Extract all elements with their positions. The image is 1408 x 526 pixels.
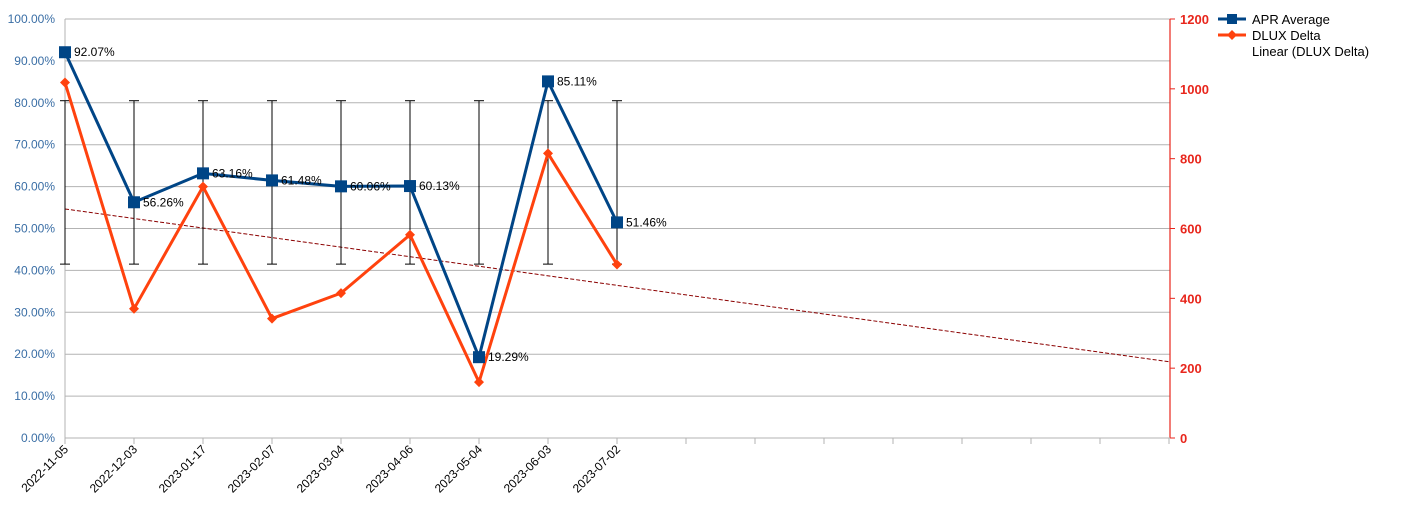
- apr-data-label: 85.11%: [557, 74, 597, 88]
- x-tick-label: 2023-05-04: [432, 442, 486, 496]
- y-right-tick-label: 1200: [1180, 12, 1209, 27]
- dlux-point: [129, 303, 139, 314]
- y-right-tick-label: 600: [1180, 222, 1202, 237]
- x-tick-label: 2023-03-04: [294, 442, 348, 496]
- series-markers: [59, 46, 623, 388]
- apr-point: [197, 167, 209, 180]
- y-left-tick-label: 20.00%: [14, 347, 55, 361]
- dlux-point: [474, 377, 484, 388]
- y-right-tick-label: 800: [1180, 152, 1202, 167]
- y-right-tick-label: 400: [1180, 291, 1202, 306]
- apr-data-label: 56.26%: [143, 195, 184, 209]
- x-tick-label: 2022-11-05: [18, 442, 71, 495]
- apr-point: [59, 46, 71, 59]
- x-tick-label: 2023-02-07: [225, 442, 279, 496]
- dlux-point: [267, 313, 277, 324]
- y-left-tick-label: 30.00%: [14, 305, 55, 319]
- x-tick-label: 2023-04-06: [363, 442, 417, 496]
- x-tick-label: 2023-07-02: [570, 442, 624, 496]
- x-tick-label: 2022-12-03: [87, 442, 141, 496]
- dlux-point: [612, 259, 622, 270]
- y-left-tick-label: 80.00%: [14, 96, 55, 110]
- y-left-tick-label: 60.00%: [14, 180, 55, 194]
- dlux-point: [60, 77, 70, 88]
- y-left-tick-label: 100.00%: [8, 12, 56, 26]
- apr-point: [266, 174, 278, 187]
- dlux-point: [543, 148, 553, 159]
- y-left-tick-label: 10.00%: [14, 389, 55, 403]
- apr-data-label: 63.16%: [212, 166, 253, 180]
- y-left-tick-label: 40.00%: [14, 263, 55, 277]
- legend-entry-dlux: DLUX Delta: [1218, 28, 1321, 43]
- apr-point: [404, 180, 416, 193]
- legend-entry-apr: APR Average: [1218, 12, 1330, 27]
- dlux-point: [405, 229, 415, 240]
- apr-point: [611, 216, 623, 229]
- y-left-tick-label: 70.00%: [14, 138, 55, 152]
- apr-point: [542, 75, 554, 88]
- y-left-tick-label: 90.00%: [14, 54, 55, 68]
- y-left-tick-label: 0.00%: [21, 431, 55, 445]
- legend-label-apr: APR Average: [1252, 12, 1330, 27]
- y-right-tick-label: 0: [1180, 431, 1187, 446]
- apr-data-label: 51.46%: [626, 215, 667, 229]
- apr-data-label: 92.07%: [74, 45, 115, 59]
- apr-point: [335, 180, 347, 193]
- x-tick-label: 2023-06-03: [501, 442, 555, 496]
- y-right-tick-label: 1000: [1180, 82, 1209, 97]
- dlux-point: [198, 181, 208, 192]
- apr-data-label: 19.29%: [488, 350, 529, 364]
- apr-data-label: 60.06%: [350, 179, 391, 193]
- legend-label-trend: Linear (DLUX Delta): [1252, 44, 1369, 59]
- legend-label-dlux: DLUX Delta: [1252, 28, 1321, 43]
- apr-data-label: 61.48%: [281, 173, 322, 187]
- axes: 0.00% 10.00% 20.00% 30.00% 40.00% 50.00% 60.00…: [8, 12, 1209, 496]
- y-left-tick-label: 50.00%: [14, 222, 55, 236]
- apr-point: [128, 196, 140, 209]
- data-labels: 92.07% 56.26% 63.16% 61.48% 60.06% 60.13% 19.2…: [74, 45, 667, 364]
- x-tick-label: 2023-01-17: [156, 442, 210, 496]
- y-right-tick-label: 200: [1180, 361, 1202, 376]
- apr-point: [473, 351, 485, 364]
- apr-data-label: 60.13%: [419, 179, 460, 193]
- legend-entry-trend: Linear (DLUX Delta): [1252, 44, 1369, 59]
- legend: APR Average DLUX Delta Linear (DLUX Delt…: [1218, 12, 1369, 59]
- dlux-point: [336, 288, 346, 299]
